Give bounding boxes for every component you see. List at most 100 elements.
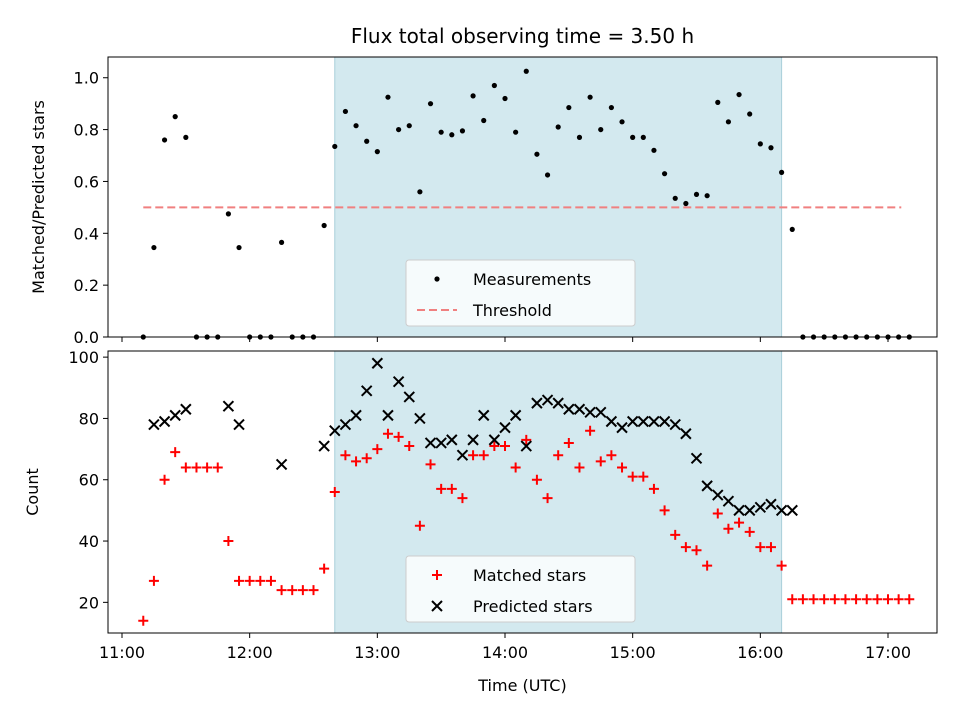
measurement-point bbox=[715, 99, 721, 105]
matched-star-point bbox=[585, 425, 596, 436]
predicted-star-point bbox=[371, 357, 384, 369]
matched-star-point bbox=[595, 456, 606, 467]
top-y-tick-label: 1.0 bbox=[74, 69, 99, 88]
matched-star-point bbox=[436, 483, 447, 494]
matched-star-point bbox=[340, 450, 351, 461]
matched-star-point bbox=[617, 462, 628, 473]
matched-star-point bbox=[659, 505, 670, 516]
predicted-star-point bbox=[382, 409, 394, 422]
matched-star-point bbox=[138, 615, 149, 626]
matched-star-point bbox=[457, 493, 468, 504]
measurement-point bbox=[725, 119, 732, 125]
measurement-point bbox=[640, 134, 646, 140]
predicted-star-point bbox=[158, 415, 171, 428]
predicted-star-point bbox=[754, 501, 767, 514]
matched-star-point bbox=[829, 594, 840, 605]
predicted-star-point bbox=[488, 434, 501, 446]
measurement-point bbox=[183, 134, 189, 140]
chart-title: Flux total observing time = 3.50 h bbox=[351, 24, 694, 48]
bottom-panel: 20 40 60 80 100 11:00 12:00 13:00 14:00 15:00 16:0… bbox=[23, 348, 938, 695]
matched-star-point bbox=[606, 450, 617, 461]
matched-star-point bbox=[723, 523, 734, 534]
top-axes-frame bbox=[107, 56, 938, 338]
legend-label: Matched stars bbox=[473, 566, 586, 585]
top-panel: 0.0 0.2 0.4 0.6 0.8 1.0 Flux total observing … bbox=[29, 24, 938, 347]
matched-star-point bbox=[521, 434, 532, 445]
measurement-point bbox=[789, 226, 795, 233]
measurement-point bbox=[417, 189, 423, 195]
measurement-point bbox=[151, 244, 157, 251]
measurement-point bbox=[236, 244, 242, 251]
predicted-star-point bbox=[616, 421, 628, 434]
x-tick-label: 11:00 bbox=[99, 643, 145, 662]
matched-star-point bbox=[563, 437, 574, 448]
predicted-star-point bbox=[499, 421, 511, 434]
predicted-star-point bbox=[563, 403, 575, 415]
predicted-star-point bbox=[148, 418, 160, 431]
measurement-point bbox=[768, 145, 774, 151]
matched-star-point bbox=[255, 575, 266, 586]
predicted-star-point bbox=[690, 452, 703, 464]
matched-star-point bbox=[404, 441, 415, 452]
x-tick-label: 15:00 bbox=[610, 643, 656, 662]
matched-star-point bbox=[542, 493, 553, 504]
measurement-point bbox=[523, 68, 529, 74]
matched-star-point bbox=[691, 545, 702, 556]
bottom-y-tick-label: 80 bbox=[79, 409, 99, 428]
matched-star-point bbox=[297, 585, 308, 596]
measurement-point bbox=[353, 123, 359, 129]
predicted-star-point bbox=[478, 409, 490, 422]
x-axis-label: Time (UTC) bbox=[477, 676, 566, 695]
legend-plus-swatch bbox=[432, 570, 442, 580]
matched-star-point bbox=[308, 585, 319, 596]
matched-star-point bbox=[755, 542, 766, 553]
measurement-point bbox=[736, 91, 742, 98]
measurement-point bbox=[619, 119, 625, 125]
top-y-tick-label: 0.4 bbox=[74, 224, 99, 243]
measurement-point bbox=[502, 95, 508, 102]
predicted-star-point bbox=[456, 449, 469, 461]
matched-star-point bbox=[787, 594, 798, 605]
x-tick-label: 16:00 bbox=[737, 643, 783, 662]
predicted-star-point bbox=[414, 412, 426, 425]
matched-star-point bbox=[425, 459, 436, 470]
matched-star-point bbox=[904, 594, 915, 605]
matched-star-point bbox=[702, 560, 713, 571]
measurement-point bbox=[278, 239, 285, 245]
measurement-point bbox=[544, 172, 551, 178]
top-y-tick-label: 0.6 bbox=[74, 172, 99, 191]
measurement-point bbox=[481, 117, 487, 124]
measurement-point bbox=[757, 141, 763, 147]
matched-star-point bbox=[680, 542, 691, 553]
predicted-star-point bbox=[669, 418, 681, 431]
predicted-star-point bbox=[435, 437, 447, 449]
top-y-tick-label: 0.0 bbox=[74, 328, 99, 347]
measurement-point bbox=[342, 108, 349, 115]
predicted-star-point bbox=[637, 415, 650, 428]
matched-star-point bbox=[574, 462, 585, 473]
measurement-point bbox=[396, 126, 402, 133]
matched-star-point bbox=[744, 526, 755, 537]
matched-star-point bbox=[223, 536, 234, 547]
predicted-star-point bbox=[169, 409, 181, 422]
top-y-tick-label: 0.2 bbox=[74, 276, 99, 295]
matched-star-point bbox=[234, 575, 245, 586]
measurement-point bbox=[449, 132, 455, 138]
matched-star-point bbox=[489, 441, 500, 452]
predicted-star-point bbox=[403, 391, 415, 403]
matched-star-point bbox=[553, 450, 564, 461]
measurement-point bbox=[779, 169, 785, 175]
measurement-point bbox=[364, 138, 370, 144]
predicted-star-point bbox=[658, 415, 671, 428]
matched-star-point bbox=[287, 585, 298, 596]
matched-star-point bbox=[819, 594, 830, 605]
predicted-star-point bbox=[520, 440, 532, 452]
matched-star-point bbox=[776, 560, 787, 571]
matched-star-point bbox=[382, 428, 393, 439]
matched-star-point bbox=[170, 447, 181, 458]
predicted-star-point bbox=[733, 504, 745, 517]
bottom-axes-frame bbox=[107, 350, 938, 634]
measurement-point bbox=[427, 101, 434, 107]
measurement-point bbox=[161, 137, 168, 143]
